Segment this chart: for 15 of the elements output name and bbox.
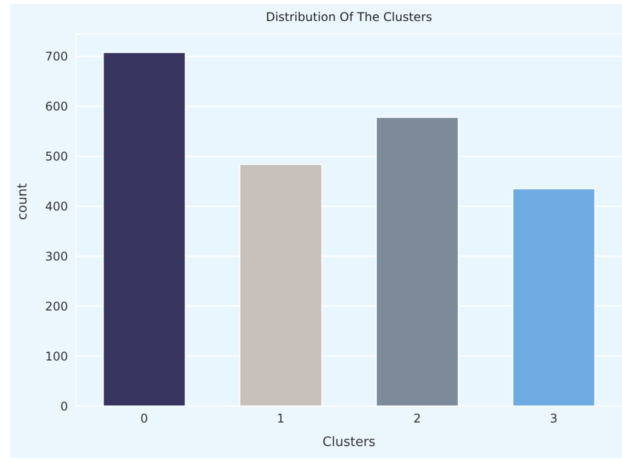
y-tick-label: 500 <box>45 150 68 164</box>
chart-title: Distribution Of The Clusters <box>264 10 434 24</box>
y-tick-label: 200 <box>45 299 68 314</box>
x-tick-label: 0 <box>140 412 148 426</box>
y-tick-label: 600 <box>45 100 68 114</box>
y-tick-label: 700 <box>45 50 68 64</box>
x-tick-label: 2 <box>413 412 422 426</box>
y-tick-label: 100 <box>45 349 68 364</box>
x-axis-title: Clusters <box>322 435 376 450</box>
y-tick-label: 0 <box>60 399 68 414</box>
x-tick-label: 1 <box>276 412 285 426</box>
y-axis-title: count <box>16 183 31 220</box>
x-tick-label: 3 <box>550 412 558 426</box>
y-tick-label: 400 <box>45 200 68 214</box>
y-tick-label: 300 <box>45 249 68 264</box>
